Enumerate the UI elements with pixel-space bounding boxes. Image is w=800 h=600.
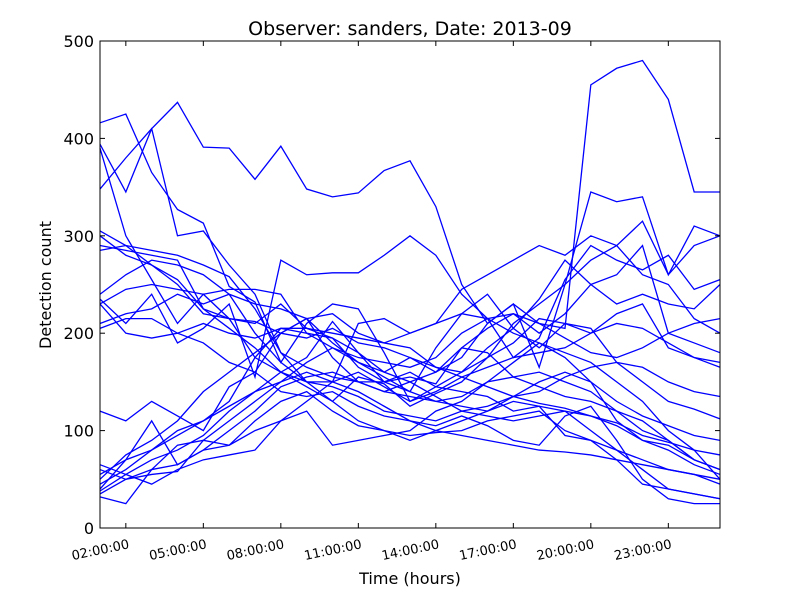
series-line-11 <box>99 303 721 373</box>
y-tick-label-0: 0 <box>84 519 94 538</box>
series-line-18 <box>99 371 721 490</box>
y-tick-label-300: 300 <box>63 227 94 246</box>
series-line-4 <box>99 127 721 471</box>
series-layer <box>99 59 721 505</box>
series-line-2 <box>99 59 720 330</box>
plot-frame <box>99 40 721 529</box>
x-axis-label: Time (hours) <box>358 569 461 588</box>
y-tick-label-200: 200 <box>63 324 94 343</box>
series-line-19 <box>99 322 721 492</box>
series-line-9 <box>99 234 721 380</box>
y-tick-label-500: 500 <box>63 32 94 51</box>
y-tick-label-400: 400 <box>63 129 94 148</box>
y-tick-label-100: 100 <box>63 422 94 441</box>
chart-title: Observer: sanders, Date: 2013-09 <box>248 18 572 40</box>
series-line-17 <box>99 327 721 485</box>
series-line-22 <box>99 303 720 505</box>
series-line-24 <box>99 235 721 500</box>
series-line-16 <box>99 313 721 480</box>
y-axis-label: Detection count <box>36 221 55 349</box>
series-line-23 <box>99 293 721 500</box>
series-line-13 <box>99 361 721 476</box>
